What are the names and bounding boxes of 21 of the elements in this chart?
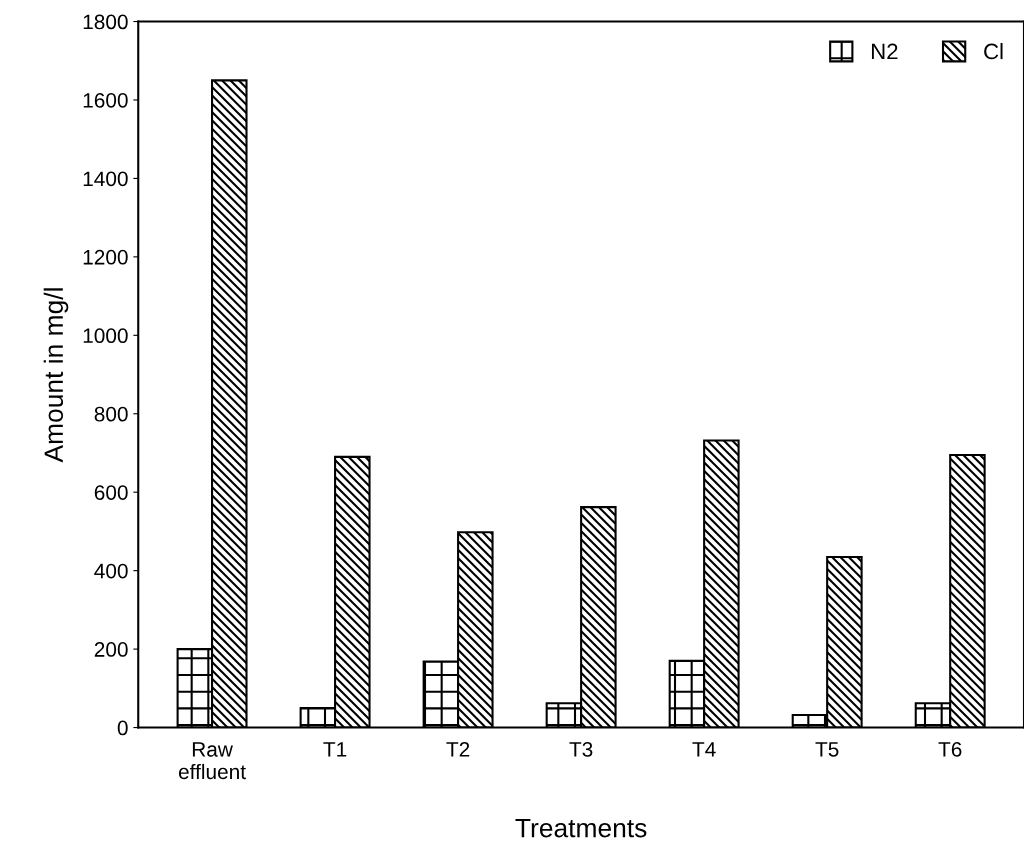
y-tick-label: 0 [117,720,128,736]
y-tick-label: 1400 [83,171,128,187]
legend-label: N2 [871,43,898,60]
x-axis-title: Treatments [515,818,647,838]
x-tick-label: T3 [569,741,593,757]
x-tick-label: T4 [692,742,716,757]
y-tick-label: 1800 [83,14,128,30]
y-tick-label: 1200 [83,249,128,265]
y-tick-label: 200 [94,642,128,657]
x-tick-label: T5 [815,742,839,757]
y-tick-label: 400 [94,563,128,579]
y-tick-label: 1000 [83,328,128,344]
y-tick-label: 800 [94,406,128,422]
y-axis-title: Amount in mg/l [43,288,69,463]
y-tick-label: 600 [94,485,128,500]
x-tick-label: T1 [323,742,347,757]
y-tick-label: 1600 [83,92,128,108]
x-tick-label: Raw effluent [178,742,246,780]
x-tick-label: T6 [938,741,962,757]
legend-label: Cl [984,42,1003,60]
x-tick-label: T2 [446,741,470,757]
